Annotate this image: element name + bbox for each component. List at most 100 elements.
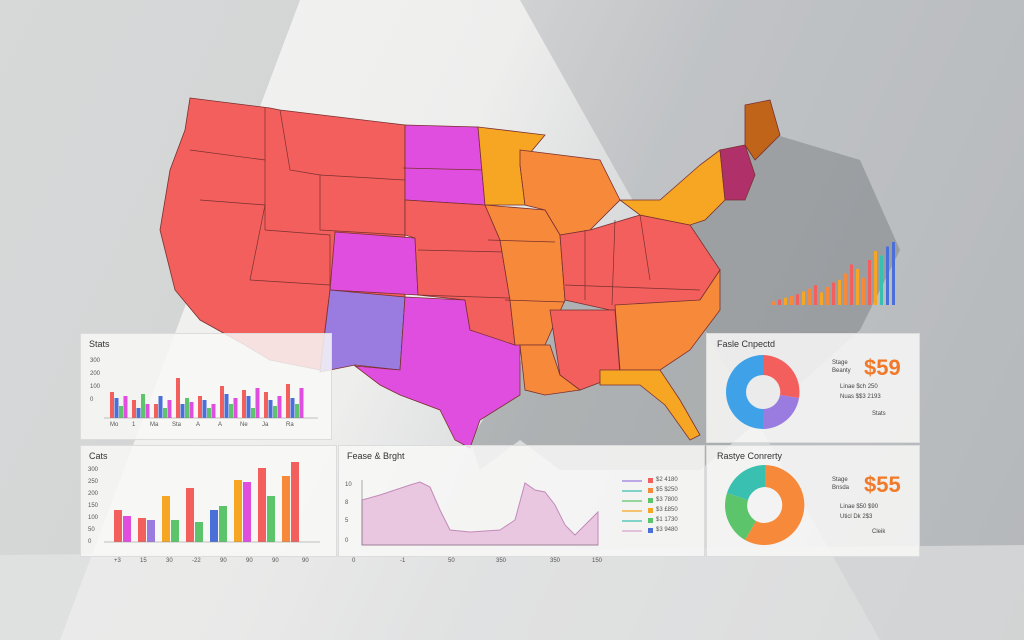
kpi-value: $59 bbox=[864, 355, 901, 380]
cats-bar bbox=[123, 516, 131, 542]
stats-x-tick: Ra bbox=[286, 422, 294, 428]
cats-bar bbox=[282, 476, 290, 542]
cats-x-tick: -22 bbox=[192, 558, 201, 564]
fease-x-tick: 150 bbox=[592, 558, 603, 564]
stats-bar bbox=[251, 408, 255, 418]
panel-title: Fease & Brght bbox=[347, 451, 405, 461]
cats-x-tick: +3 bbox=[114, 558, 121, 564]
stats-bar bbox=[202, 400, 207, 418]
legend-swatch bbox=[648, 498, 653, 503]
stats-bar bbox=[220, 386, 224, 418]
stats-bar bbox=[242, 390, 246, 418]
stats-bar bbox=[158, 396, 163, 418]
stats-bar bbox=[176, 378, 180, 418]
cats-bar bbox=[219, 506, 227, 542]
area-series bbox=[361, 481, 599, 546]
stats-x-tick: Ma bbox=[150, 422, 159, 428]
stats-x-tick: A bbox=[218, 422, 223, 428]
stats-bar bbox=[268, 400, 273, 418]
fease-x-tick: 0 bbox=[352, 558, 356, 564]
cats-bar bbox=[267, 496, 275, 542]
donut-top-seg-red bbox=[763, 355, 800, 398]
cats-y-tick: 300 bbox=[88, 467, 99, 473]
kpi-line-3: Stats bbox=[872, 411, 886, 417]
mini-bar bbox=[790, 296, 793, 305]
stats-bar bbox=[114, 398, 119, 418]
stats-bar bbox=[264, 392, 268, 418]
cats-bar bbox=[234, 480, 242, 542]
panel-title: Cats bbox=[89, 451, 108, 461]
donut-bottom-seg-orange bbox=[745, 465, 805, 545]
cats-bar bbox=[186, 488, 194, 542]
mini-bar bbox=[796, 294, 799, 305]
mini-bar bbox=[880, 255, 883, 305]
stats-bar bbox=[207, 408, 211, 418]
stats-bar bbox=[180, 404, 185, 418]
mini-bar bbox=[886, 246, 889, 305]
legend-label: $3 9480 bbox=[656, 527, 678, 533]
fease-x-tick: 350 bbox=[550, 558, 561, 564]
stats-bar bbox=[145, 404, 150, 418]
mini-bar bbox=[862, 278, 865, 305]
stats-bar bbox=[229, 404, 233, 418]
panel-title: Fasle Cnpectd bbox=[717, 339, 776, 349]
fease-y-tick: 10 bbox=[345, 482, 352, 488]
legend-swatch bbox=[648, 508, 653, 513]
mini-bar bbox=[772, 301, 775, 305]
cats-y-tick: 200 bbox=[88, 491, 99, 497]
stats-bar bbox=[132, 400, 136, 418]
stats-y-tick: 200 bbox=[90, 371, 101, 377]
mini-bar bbox=[844, 273, 847, 305]
stats-bar bbox=[110, 392, 114, 418]
mini-bar bbox=[778, 299, 781, 305]
legend-label: $3 7800 bbox=[656, 497, 678, 503]
legend-label: $3 £850 bbox=[656, 507, 678, 513]
panel-right-bottom: Rastye Conrerty bbox=[706, 445, 920, 557]
mini-bar bbox=[856, 269, 859, 305]
cats-bar bbox=[138, 518, 146, 542]
stats-bar bbox=[286, 384, 290, 418]
fease-y-tick: 0 bbox=[345, 538, 349, 544]
mini-bar bbox=[826, 287, 829, 305]
legend-swatch bbox=[648, 518, 653, 523]
panel-title: Rastye Conrerty bbox=[717, 451, 783, 461]
stats-bar bbox=[290, 398, 295, 418]
kpi-line-1: Linae $50 $90 bbox=[840, 504, 879, 510]
cats-x-tick: 90 bbox=[272, 558, 279, 564]
cats-x-tick: 90 bbox=[220, 558, 227, 564]
cats-bar bbox=[291, 462, 299, 542]
mini-bar bbox=[814, 285, 817, 305]
fease-y-tick: 8 bbox=[345, 500, 349, 506]
kpi-label: Stage Beanty bbox=[832, 360, 851, 374]
mini-bar bbox=[892, 242, 895, 305]
legend-swatch bbox=[648, 488, 653, 493]
stats-bar bbox=[277, 396, 282, 418]
cats-x-tick: 90 bbox=[246, 558, 253, 564]
kpi-value: $55 bbox=[864, 472, 901, 497]
mini-bar bbox=[850, 264, 853, 305]
panel-title: Stats bbox=[89, 339, 110, 349]
mini-bar bbox=[820, 292, 823, 305]
donut-bottom-seg-green bbox=[725, 493, 756, 540]
fease-x-tick: 50 bbox=[448, 558, 455, 564]
mini-bar bbox=[868, 260, 871, 305]
stats-x-tick: Ne bbox=[240, 422, 248, 428]
mini-bar bbox=[784, 297, 787, 305]
stats-bar bbox=[189, 402, 194, 418]
stats-bar bbox=[141, 394, 145, 418]
legend-label: $5 $250 bbox=[656, 487, 678, 493]
stats-bar bbox=[273, 406, 277, 418]
kpi-line-2: Nuas $$3 2193 bbox=[840, 394, 881, 400]
stats-bar bbox=[136, 408, 141, 418]
stats-bar bbox=[198, 396, 202, 418]
stats-bar bbox=[154, 404, 158, 418]
stats-x-tick: Ja bbox=[262, 422, 269, 428]
map-state-me bbox=[744, 99, 781, 161]
stats-bar bbox=[211, 404, 216, 418]
cats-bar bbox=[258, 468, 266, 542]
